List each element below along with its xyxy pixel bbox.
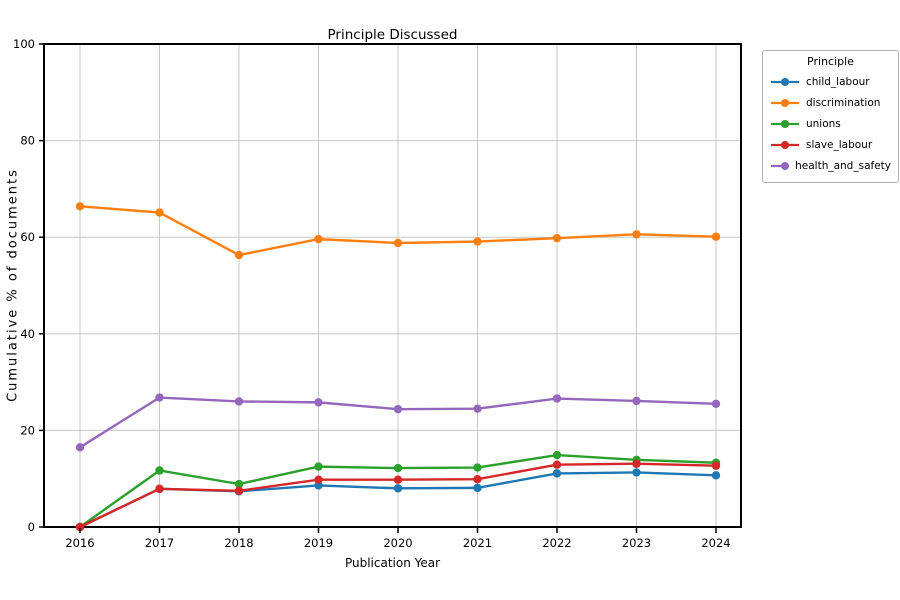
legend-item-child_labour: child_labour [770,71,891,92]
series-point-slave_labour-2023 [632,459,641,468]
legend-label-unions: unions [806,117,841,130]
series-point-health_and_safety-2024 [711,399,721,409]
y-tick-label-20: 20 [20,423,35,437]
series-point-child_labour-2024 [711,471,721,480]
y-tick-label-100: 100 [13,37,35,51]
legend-marker-discrimination [771,98,799,107]
series-point-unions-2017 [155,466,164,475]
series-point-slave_labour-2016 [75,522,85,532]
series-point-discrimination-2022 [552,233,562,243]
series-point-slave_labour-2019 [314,475,323,484]
series-point-child_labour-2020 [393,484,403,493]
series-point-unions-2021 [473,463,482,472]
legend-title: Principle [807,55,854,68]
series-point-discrimination-2018 [234,250,244,260]
legend-label-child_labour: child_labour [806,75,870,88]
legend-marker-slave_labour [771,140,799,149]
y-tick-label-60: 60 [20,230,35,244]
x-tick-label-2018: 2018 [224,536,253,550]
series-point-unions-2018 [234,479,244,489]
x-tick-label-2016: 2016 [65,536,94,550]
series-point-health_and_safety-2019 [314,398,323,407]
series-point-slave_labour-2024 [711,461,721,470]
legend-label-slave_labour: slave_labour [806,138,873,151]
plot-frame [43,43,742,528]
chart-title: Principle Discussed [327,27,458,43]
series-point-slave_labour-2020 [393,475,403,484]
x-tick-label-2023: 2023 [622,536,651,550]
series-point-health_and_safety-2016 [75,443,85,452]
legend: Principle child_labour discrimination unio… [762,50,899,183]
legend-item-unions: unions [770,113,891,134]
series-point-discrimination-2020 [393,238,403,248]
legend-label-health_and_safety: health_and_safety [795,159,891,172]
series-point-child_labour-2019 [314,481,323,490]
series-point-slave_labour-2018 [234,486,244,495]
legend-item-discrimination: discrimination [770,92,891,113]
series-point-health_and_safety-2017 [155,393,164,402]
x-tick-label-2021: 2021 [463,536,492,550]
series-point-slave_labour-2022 [552,460,562,469]
x-tick-label-2019: 2019 [304,536,333,550]
legend-marker-health_and_safety [771,161,790,170]
series-point-health_and_safety-2021 [473,404,482,413]
series-point-slave_labour-2017 [155,484,164,494]
series-point-health_and_safety-2022 [552,394,562,403]
series-point-discrimination-2023 [632,230,641,239]
series-point-unions-2020 [393,463,403,473]
series-point-discrimination-2024 [711,232,721,241]
x-tick-label-2022: 2022 [542,536,571,550]
x-axis-label: Publication Year [344,556,441,570]
series-point-discrimination-2021 [473,237,482,246]
legend-marker-child_labour [771,77,799,86]
y-tick-label-80: 80 [20,134,35,148]
series-point-health_and_safety-2018 [234,397,244,406]
series-point-unions-2019 [314,462,323,471]
series-point-discrimination-2019 [314,234,323,244]
series-point-health_and_safety-2023 [632,396,641,406]
x-tick-label-2024: 2024 [701,536,730,550]
series-point-unions-2022 [552,450,562,460]
series-point-child_labour-2023 [632,468,641,477]
legend-item-health_and_safety: health_and_safety [770,155,891,176]
legend-items: child_labour discrimination unions slave_la… [770,71,891,176]
series-point-discrimination-2017 [155,208,164,217]
series-point-child_labour-2021 [473,483,482,493]
series-point-discrimination-2016 [75,202,85,211]
legend-marker-unions [771,119,799,128]
legend-item-slave_labour: slave_labour [770,134,891,155]
legend-label-discrimination: discrimination [806,96,881,109]
series-point-health_and_safety-2020 [393,404,403,414]
x-tick-label-2017: 2017 [145,536,174,550]
y-tick-label-40: 40 [20,327,35,341]
x-tick-label-2020: 2020 [383,536,412,550]
y-tick-label-0: 0 [28,520,35,534]
series-point-slave_labour-2021 [473,474,482,484]
series-point-child_labour-2022 [552,469,562,478]
